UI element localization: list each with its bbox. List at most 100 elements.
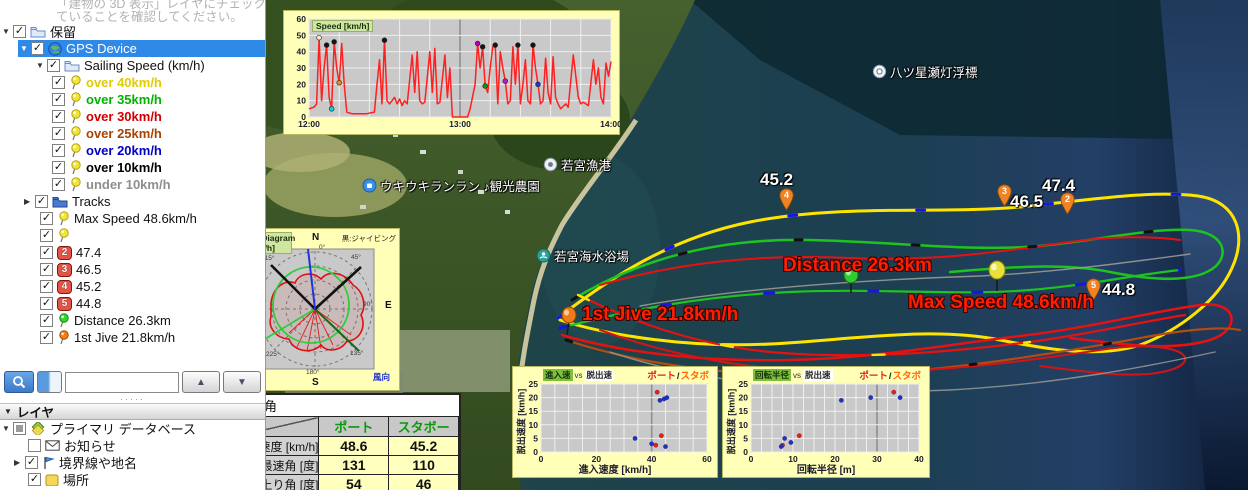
panel-toggle-button[interactable]	[37, 371, 62, 393]
pushpin-icon	[71, 92, 81, 107]
pushpin-icon	[71, 126, 81, 141]
envelope-icon	[45, 440, 60, 451]
pushpin-icon	[71, 160, 81, 175]
scatter-legend: ポート/スタボ	[647, 371, 709, 382]
layers-panel-header[interactable]: ▼ レイヤ	[0, 403, 265, 420]
svg-text:12:00: 12:00	[298, 119, 320, 129]
first-jive-annotation[interactable]: 1st Jive 21.8km/h	[582, 304, 739, 325]
checkbox[interactable]: ✓	[40, 246, 53, 259]
sidebar-item-gps-device[interactable]: ▼ ✓ GPS Device	[18, 40, 265, 57]
checkbox[interactable]: ✓	[52, 127, 65, 140]
checkbox[interactable]: ✓	[40, 331, 53, 344]
x-axis-label: 進入速度 [km/h]	[578, 465, 652, 476]
poi-buoy[interactable]: 八ツ星瀬灯浮標	[872, 62, 978, 81]
polar-note: 黒:ジャイビング	[341, 234, 396, 243]
layers-icon	[31, 422, 45, 435]
pushpin-icon	[71, 109, 81, 124]
svg-text:0: 0	[539, 454, 544, 464]
expand-arrow-icon[interactable]: ▼	[20, 44, 28, 53]
turn-exit-plot: 0 10 20 30 40 0 5 10 15 20 25	[739, 381, 924, 464]
svg-text:60: 60	[702, 454, 712, 464]
collapse-arrow-icon[interactable]: ▶	[14, 458, 21, 467]
sidebar-item-tracks: ▶ ✓ Tracks	[24, 194, 111, 209]
svg-text:20: 20	[529, 393, 539, 403]
checkbox[interactable]: ✓	[28, 473, 41, 486]
checkbox[interactable]: ✓	[40, 297, 53, 310]
svg-text:10: 10	[739, 420, 749, 430]
svg-text:25: 25	[739, 381, 749, 389]
sidebar-item-over-35: ✓ over 35km/h	[52, 92, 162, 107]
balloon-icon	[779, 188, 794, 211]
beach-poi-icon	[536, 248, 551, 263]
sidebar-item-hold: ▼ ✓ 保留	[2, 25, 77, 40]
panel-splitter-handle[interactable]: ·····	[120, 394, 145, 404]
checkbox[interactable]: ✓	[40, 212, 53, 225]
max-speed-annotation[interactable]: Max Speed 48.6km/h	[908, 292, 1094, 313]
col-port: ポート	[318, 416, 390, 437]
distance-annotation[interactable]: Distance 26.3km	[783, 255, 932, 276]
expand-arrow-icon[interactable]: ▼	[2, 424, 10, 433]
flag-icon	[44, 456, 55, 469]
sidebar-item-first-jive: ✓ 1st Jive 21.8km/h	[40, 330, 176, 345]
sidebar-item-sailing-speed: ▼ ✓ Sailing Speed (km/h)	[36, 58, 205, 73]
svg-text:13:00: 13:00	[449, 119, 471, 129]
speed-chart-title: Speed [km/h]	[312, 20, 374, 33]
sidebar-item-max-speed: ✓ Max Speed 48.6km/h	[40, 211, 197, 226]
checkbox[interactable]: ✓	[52, 144, 65, 157]
checkbox-partial[interactable]	[13, 422, 26, 435]
map-marker-4[interactable]: 4	[779, 188, 794, 211]
checkbox[interactable]: ✓	[52, 93, 65, 106]
poi-farm[interactable]: ウキウキランラン ♪観光農園	[362, 176, 540, 195]
svg-text:30: 30	[872, 454, 882, 464]
sidebar-item-over-30: ✓ over 30km/h	[52, 109, 162, 124]
checkbox[interactable]: ✓	[25, 456, 38, 469]
marker-label-47-4: 47.4	[1042, 176, 1076, 195]
move-down-button[interactable]: ▼	[223, 371, 261, 393]
svg-text:10: 10	[529, 420, 539, 430]
checkbox[interactable]: ✓	[40, 314, 53, 327]
sidebar-item-45-2: ✓ 4 45.2	[40, 279, 102, 294]
map-marker-2[interactable]: 2	[1060, 192, 1075, 215]
sidebar-item-over-40: ✓ over 40km/h	[52, 75, 162, 90]
balloon-icon	[997, 184, 1012, 207]
poi-fishing-port[interactable]: 若宮漁港	[543, 155, 611, 174]
expand-arrow-icon[interactable]: ▼	[2, 27, 10, 36]
search-button[interactable]	[4, 371, 34, 393]
collapse-arrow-icon[interactable]: ▶	[24, 197, 31, 206]
gps-track-lines	[556, 192, 1242, 393]
compass-e: E	[385, 300, 392, 311]
marker-label-44-8: 44.8	[1102, 280, 1136, 299]
compass-n: N	[312, 232, 320, 243]
checkbox[interactable]: ✓	[35, 195, 48, 208]
checkbox[interactable]: ✓	[40, 229, 53, 242]
checkbox[interactable]: ✓	[52, 76, 65, 89]
checkbox[interactable]: ✓	[52, 110, 65, 123]
first-jive-pushpin[interactable]	[558, 306, 580, 338]
checkbox[interactable]: ✓	[52, 178, 65, 191]
checkbox[interactable]: ✓	[31, 42, 44, 55]
checkbox-unchecked[interactable]	[28, 439, 41, 452]
svg-text:60: 60	[297, 14, 307, 24]
checkbox[interactable]: ✓	[13, 25, 26, 38]
checkbox[interactable]: ✓	[52, 161, 65, 174]
entry-exit-plot: 0 20 40 60 0 5 10 15 20 25	[529, 381, 712, 464]
sidebar-item-over-10: ✓ over 10km/h	[52, 160, 162, 175]
svg-text:15: 15	[529, 406, 539, 416]
expand-arrow-icon[interactable]: ▼	[36, 61, 44, 70]
map-marker-5[interactable]: 5	[1086, 278, 1101, 301]
checkbox[interactable]: ✓	[40, 263, 53, 276]
move-up-button[interactable]: ▲	[182, 371, 220, 393]
checkbox[interactable]: ✓	[47, 59, 60, 72]
table-title: 帆走角	[234, 395, 459, 416]
entry-exit-scatter-panel: 進入速 vs 脱出速 ポート/スタボ 脱出速度 [km/h] 0 20 40 60 0 5…	[512, 366, 718, 478]
max-speed-pushpin[interactable]	[985, 260, 1009, 294]
svg-text:0: 0	[743, 447, 748, 457]
search-input[interactable]	[65, 371, 179, 393]
poi-beach[interactable]: 若宮海水浴場	[536, 246, 629, 265]
folder-icon	[64, 60, 80, 71]
map-marker-3[interactable]: 3	[997, 184, 1012, 207]
distance-pushpin[interactable]	[840, 266, 862, 296]
sidebar-item-over-20: ✓ over 20km/h	[52, 143, 162, 158]
checkbox[interactable]: ✓	[40, 280, 53, 293]
